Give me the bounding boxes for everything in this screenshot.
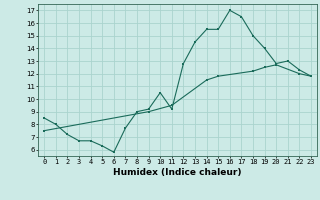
X-axis label: Humidex (Indice chaleur): Humidex (Indice chaleur) [113,168,242,177]
